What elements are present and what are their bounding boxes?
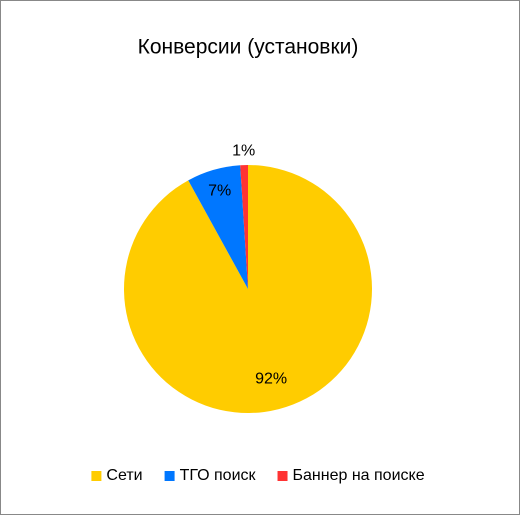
- data-label: 1%: [232, 142, 255, 159]
- legend-label: ТГО поиск: [180, 467, 257, 484]
- legend-label: Баннер на поиске: [293, 467, 425, 484]
- pie-slice: [240, 165, 248, 289]
- legend-marker: [277, 471, 288, 481]
- chart-title: Конверсии (установки): [138, 36, 359, 59]
- legend-marker: [164, 471, 175, 481]
- pie-slice: [188, 165, 248, 289]
- legend-marker: [91, 471, 102, 481]
- data-label: 7%: [208, 183, 231, 200]
- legend-label: Сети: [106, 467, 142, 484]
- data-label: 92%: [255, 370, 287, 387]
